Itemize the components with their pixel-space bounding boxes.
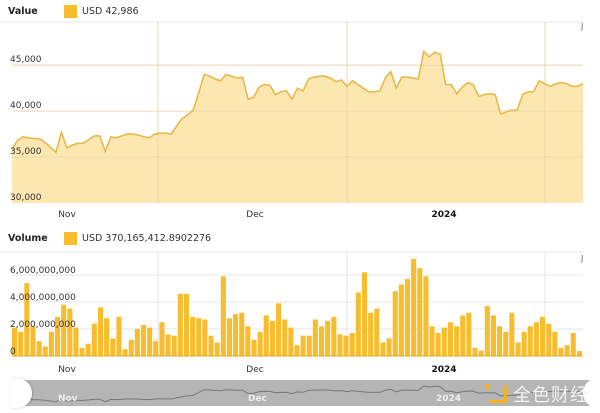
- svg-text:35,000: 35,000: [10, 147, 42, 157]
- value-legend-swatch[interactable]: [64, 5, 77, 18]
- svg-text:45,000: 45,000: [10, 55, 42, 65]
- navigator-label-2024: 2024: [436, 394, 462, 404]
- volume-legend-swatch[interactable]: [64, 232, 77, 245]
- navigator-label-dec: Dec: [248, 394, 267, 404]
- volume-legend-title: Volume: [8, 233, 48, 244]
- value-legend-title: Value: [8, 6, 38, 17]
- svg-text:Nov: Nov: [58, 210, 76, 220]
- svg-text:30,000: 30,000: [10, 193, 42, 203]
- volume-legend: Volume USD 370,165,412.8902276: [8, 232, 211, 245]
- navigator-left-handle[interactable]: [10, 378, 32, 408]
- navigator-right-handle[interactable]: [583, 378, 600, 408]
- value-edge-label: J: [581, 22, 584, 31]
- navigator-label-nov: Nov: [58, 394, 78, 404]
- value-legend: Value USD 42,986: [8, 5, 139, 18]
- value-legend-label: USD 42,986: [82, 6, 139, 17]
- svg-text:0: 0: [10, 347, 16, 357]
- svg-text:2024: 2024: [431, 210, 456, 220]
- svg-text:6,000,000,000: 6,000,000,000: [10, 266, 76, 276]
- svg-text:4,000,000,000: 4,000,000,000: [10, 293, 76, 303]
- svg-text:2,000,000,000: 2,000,000,000: [10, 320, 76, 330]
- volume-legend-label: USD 370,165,412.8902276: [82, 233, 212, 244]
- volume-edge-label: J: [581, 254, 584, 263]
- watermark-text: 全色财经: [513, 385, 589, 406]
- svg-text:Dec: Dec: [246, 365, 263, 375]
- watermark: 全色财经: [485, 381, 589, 407]
- svg-text:Nov: Nov: [58, 365, 76, 375]
- watermark-logo-icon: [485, 383, 507, 403]
- svg-text:40,000: 40,000: [10, 101, 42, 111]
- svg-text:2024: 2024: [431, 365, 456, 375]
- svg-text:Dec: Dec: [246, 210, 263, 220]
